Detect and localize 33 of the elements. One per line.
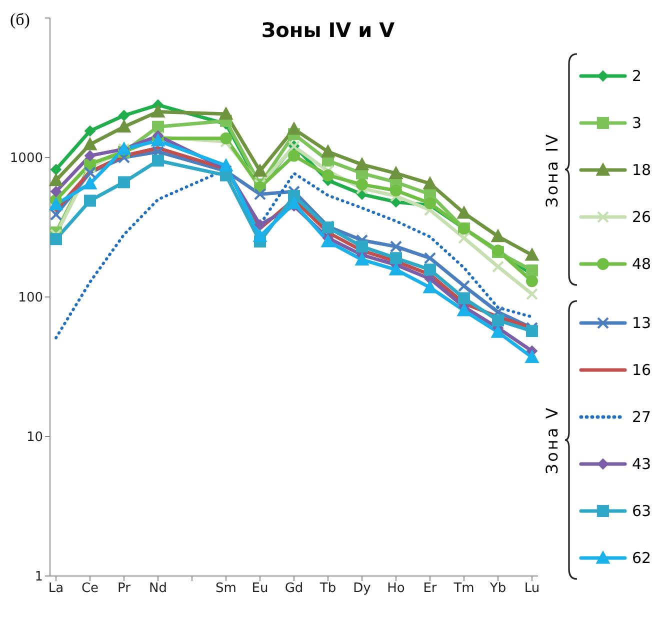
x-tick-label: Ho bbox=[387, 581, 405, 596]
x-tick-label: Tb bbox=[318, 581, 336, 596]
y-tick-label: 10 bbox=[26, 430, 43, 446]
y-tick-label: 100 bbox=[18, 290, 43, 306]
x-tick-label: La bbox=[48, 581, 64, 596]
x-tick-label: Ce bbox=[81, 581, 99, 596]
x-tick-label: Nd bbox=[149, 581, 167, 596]
text: Зона V bbox=[542, 406, 562, 474]
text: (б) bbox=[10, 10, 30, 30]
chart-title: Зоны IV и V bbox=[260, 18, 396, 42]
legend-label: 62 bbox=[632, 548, 652, 566]
legend-label: 48 bbox=[632, 254, 652, 272]
x-tick-label: Pr bbox=[118, 581, 132, 596]
x-tick-label: Eu bbox=[252, 581, 268, 596]
x-tick-label: Gd bbox=[284, 581, 304, 596]
x-tick-label: Dy bbox=[353, 581, 372, 596]
legend-label: 18 bbox=[632, 160, 652, 178]
x-tick-label: Er bbox=[423, 581, 438, 596]
legend-label: 27 bbox=[632, 408, 652, 426]
legend-label: 16 bbox=[632, 360, 652, 378]
legend-label: 43 bbox=[632, 454, 652, 472]
legend-label: 2 bbox=[632, 66, 642, 84]
text: Зона IV bbox=[542, 132, 562, 208]
y-tick-label: 1 bbox=[34, 570, 43, 585]
x-tick-label: Yb bbox=[488, 581, 506, 596]
x-tick-label: Lu bbox=[524, 581, 540, 596]
legend-label: 13 bbox=[632, 314, 652, 332]
y-tick-label: 1000 bbox=[10, 151, 43, 166]
legend-label: 26 bbox=[632, 208, 652, 226]
legend-label: 3 bbox=[632, 114, 642, 132]
x-tick-label: Tm bbox=[452, 581, 474, 596]
x-tick-label: Sm bbox=[216, 581, 236, 596]
legend-label: 63 bbox=[632, 502, 652, 520]
